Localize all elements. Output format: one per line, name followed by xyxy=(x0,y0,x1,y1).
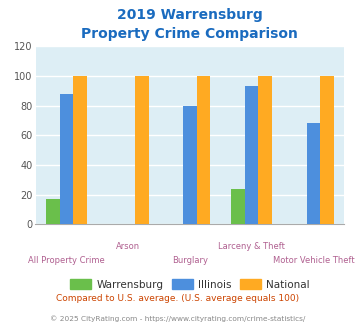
Text: All Property Crime: All Property Crime xyxy=(28,256,105,265)
Text: Larceny & Theft: Larceny & Theft xyxy=(218,243,285,251)
Bar xyxy=(197,76,210,224)
Legend: Warrensburg, Illinois, National: Warrensburg, Illinois, National xyxy=(66,275,313,294)
Bar xyxy=(46,199,60,224)
Text: Arson: Arson xyxy=(116,243,140,251)
Bar xyxy=(183,106,197,224)
Bar xyxy=(60,94,73,224)
Bar xyxy=(135,76,148,224)
Text: Motor Vehicle Theft: Motor Vehicle Theft xyxy=(273,256,354,265)
Text: © 2025 CityRating.com - https://www.cityrating.com/crime-statistics/: © 2025 CityRating.com - https://www.city… xyxy=(50,315,305,322)
Bar xyxy=(245,86,258,224)
Title: 2019 Warrensburg
Property Crime Comparison: 2019 Warrensburg Property Crime Comparis… xyxy=(82,9,298,41)
Text: Burglary: Burglary xyxy=(172,256,208,265)
Text: Compared to U.S. average. (U.S. average equals 100): Compared to U.S. average. (U.S. average … xyxy=(56,294,299,303)
Bar xyxy=(258,76,272,224)
Bar xyxy=(320,76,334,224)
Bar xyxy=(231,189,245,224)
Bar xyxy=(73,76,87,224)
Bar xyxy=(307,123,320,224)
